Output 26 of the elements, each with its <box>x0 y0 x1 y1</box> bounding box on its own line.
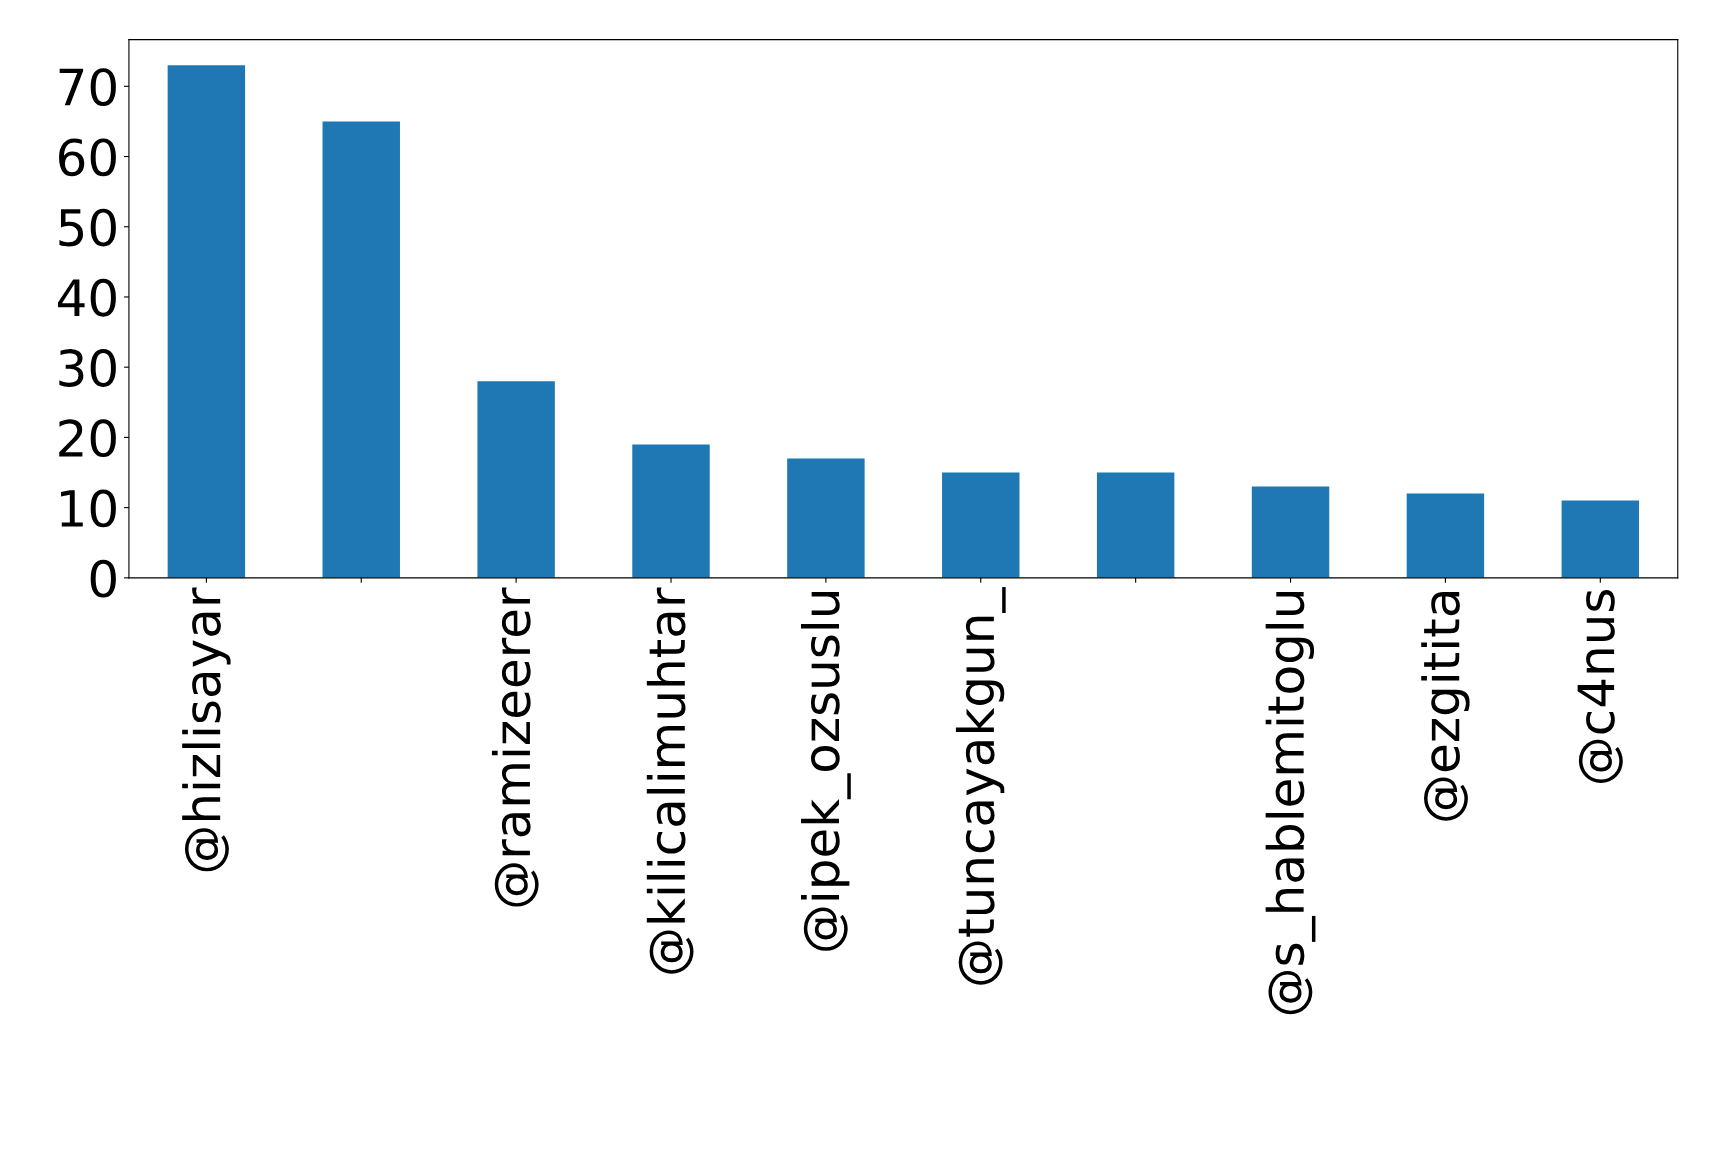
bar <box>632 444 710 578</box>
x-tick-label: @hizlisayar <box>182 587 231 872</box>
y-tick-label: 0 <box>90 559 116 598</box>
bar <box>1096 472 1175 578</box>
x-tick-label: @c4nus <box>1577 590 1623 783</box>
bar <box>477 381 555 578</box>
bar <box>1561 500 1640 578</box>
bar <box>1251 486 1330 578</box>
y-tick-label: 10 <box>61 489 116 528</box>
bar <box>167 65 246 578</box>
y-tick-label: 30 <box>59 349 116 387</box>
x-tick-label: @tuncayakgun_ <box>955 587 1006 985</box>
x-tick-label: @ramizeerer <box>491 587 539 907</box>
y-tick-label: 40 <box>58 278 116 317</box>
y-tick-label: 70 <box>59 68 116 107</box>
y-tick-label: 20 <box>59 419 116 458</box>
y-tick-label: 50 <box>59 208 116 247</box>
bar <box>787 458 865 578</box>
bar <box>322 121 400 578</box>
bar <box>1406 493 1485 578</box>
x-tick-label: @s_hablemitoglu <box>1265 592 1316 1015</box>
bar <box>942 472 1020 578</box>
x-tick-label: @ezgitita <box>1421 592 1470 821</box>
x-tick-label: @kilicalimuhtar <box>646 587 694 974</box>
x-tick-label: @ipek_ozsuslu <box>801 592 851 951</box>
y-tick-label: 60 <box>59 138 116 177</box>
